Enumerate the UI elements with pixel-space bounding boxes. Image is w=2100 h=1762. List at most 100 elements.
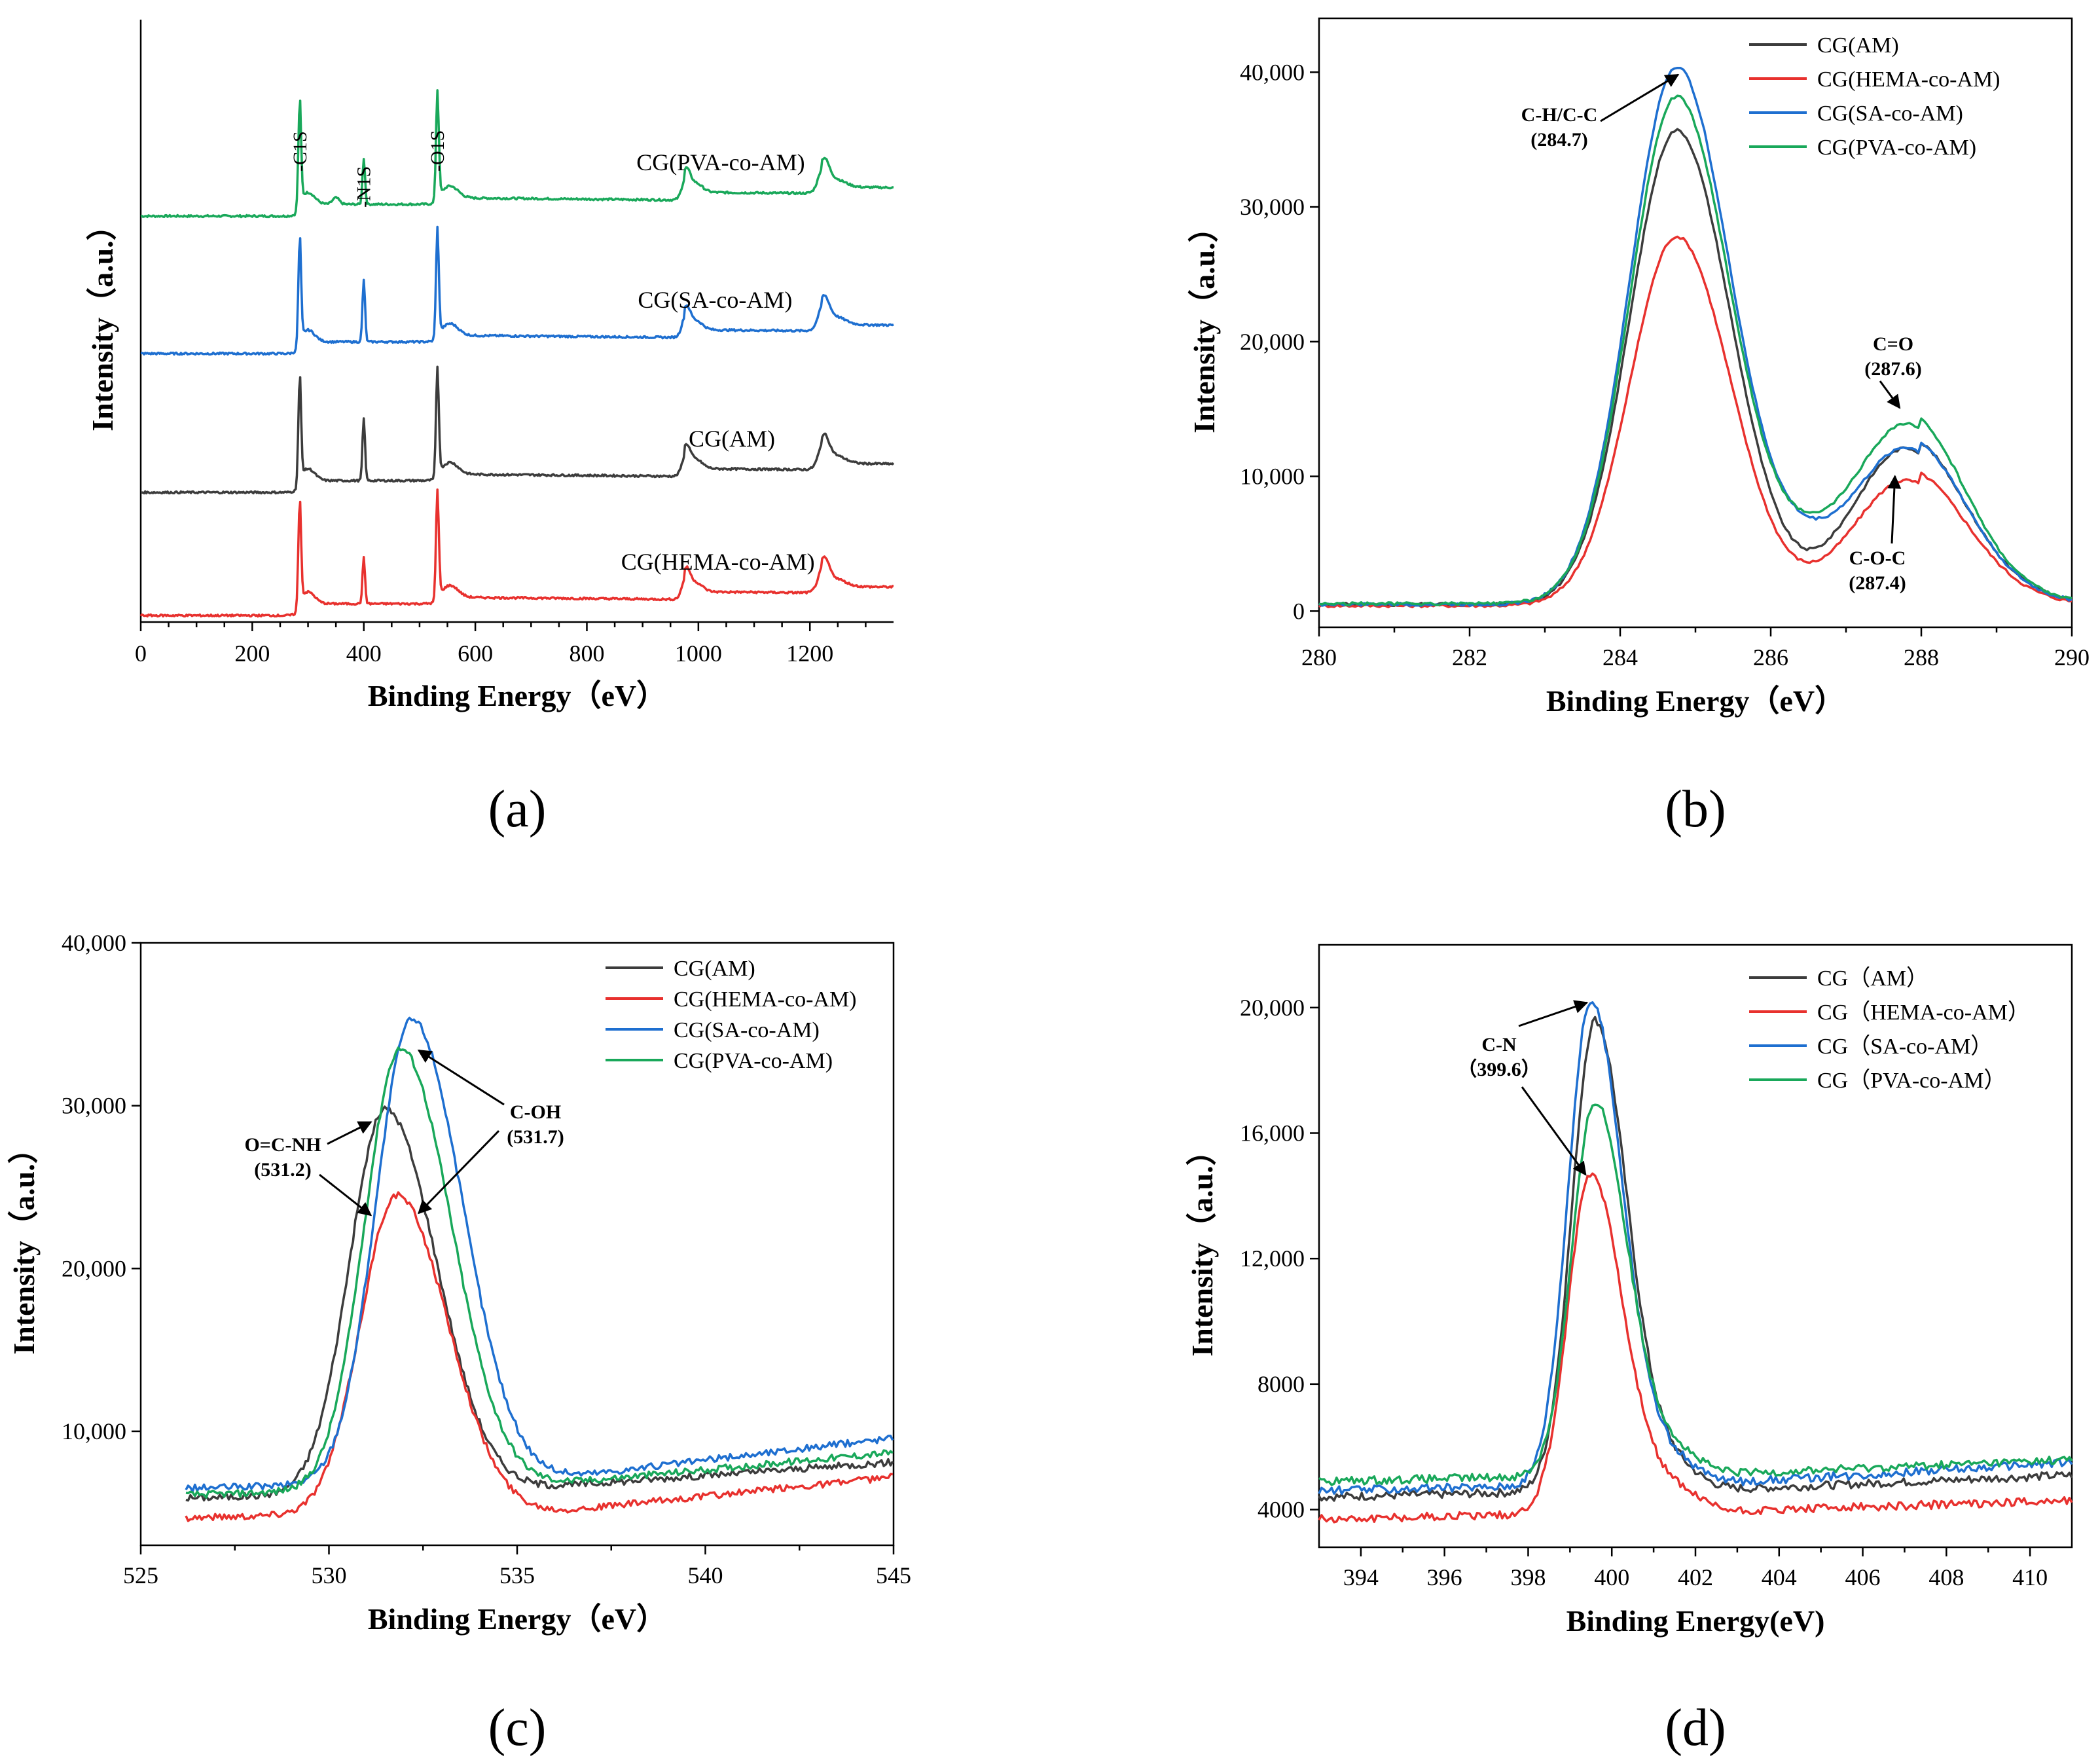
annotation-text: （399.6）	[1457, 1058, 1541, 1080]
y-tick-label: 30,000	[62, 1093, 126, 1119]
series-line	[185, 1016, 894, 1493]
y-axis-title: Intensity（a.u.）	[7, 1133, 41, 1354]
legend-entry: CG(SA-co-AM)	[1817, 101, 1963, 126]
annotation-text: (284.7)	[1530, 129, 1587, 151]
annotation-text: (531.2)	[254, 1159, 311, 1181]
y-tick-label: 8000	[1258, 1371, 1305, 1397]
annotation-text: (531.7)	[507, 1126, 564, 1148]
x-tick-label: 600	[458, 640, 493, 667]
legend-entry: CG（HEMA-co-AM）	[1817, 1000, 2030, 1025]
series-line	[1318, 94, 2073, 606]
panel-b: 280 282 284 286 288 290 0 10,000 20,000 30,000 40,…	[1187, 17, 2090, 838]
panel-c: 525 530 535 540 545 10,000 20,000 30,000 40,000 B…	[7, 930, 911, 1757]
x-tick-label: 284	[1602, 644, 1638, 670]
legend-entry: CG(AM)	[674, 957, 755, 981]
series-line	[1318, 128, 2073, 607]
series-line	[140, 365, 895, 495]
x-tick-label: 290	[2054, 644, 2090, 670]
panel-label: (b)	[1665, 780, 1726, 838]
x-tick-label: 404	[1762, 1564, 1797, 1590]
annotation-text: O=C-NH	[244, 1134, 321, 1156]
series-line	[185, 1105, 894, 1502]
annotation-text: C-O-C	[1849, 547, 1906, 569]
x-tick-label: 800	[569, 640, 604, 667]
x-tick-label: 530	[312, 1562, 347, 1588]
y-tick-label: 20,000	[62, 1255, 126, 1281]
legend-entry: CG（AM）	[1817, 966, 1928, 991]
annotation-text: C-OH	[510, 1101, 561, 1123]
peak-label: -N1S	[353, 166, 375, 208]
x-tick-label: 394	[1343, 1564, 1379, 1590]
x-axis-title: Binding Energy（eV）	[368, 1602, 666, 1636]
peak-label: -O1S	[427, 130, 448, 172]
x-tick-label: 0	[135, 640, 147, 667]
peak-label: -C1S	[289, 131, 311, 172]
y-axis-title: Intensity（a.u.）	[1186, 1135, 1219, 1356]
y-tick-label: 4000	[1258, 1497, 1305, 1523]
series-line	[1318, 1172, 2073, 1524]
x-tick-label: 406	[1845, 1564, 1881, 1590]
y-tick-label: 10,000	[62, 1418, 126, 1444]
x-tick-label: 288	[1904, 644, 1939, 670]
series-label: CG(HEMA-co-AM)	[621, 549, 815, 575]
annotation-arrow	[319, 1173, 372, 1217]
x-tick-label: 400	[346, 640, 382, 667]
series-line	[185, 1191, 893, 1522]
annotation-text: C-H/C-C	[1521, 104, 1598, 126]
y-axis-title: Intensity（a.u.）	[1187, 212, 1221, 433]
legend-entry: CG（SA-co-AM）	[1817, 1034, 1993, 1059]
series-line	[139, 488, 894, 618]
series-line	[140, 225, 894, 356]
panel-d: 394 396 398 400 402 404 406 408 410 4000 8000 12,00…	[1186, 944, 2073, 1757]
x-tick-label: 400	[1594, 1564, 1629, 1590]
x-tick-label: 408	[1928, 1564, 1964, 1590]
legend-entry: CG(AM)	[1817, 33, 1899, 58]
annotation-arrow	[327, 1121, 372, 1145]
x-tick-label: 282	[1452, 644, 1487, 670]
x-tick-label: 545	[876, 1562, 911, 1588]
annotation-text: C-N	[1481, 1034, 1517, 1055]
annotation-arrow	[1600, 73, 1680, 122]
y-tick-label: 40,000	[62, 930, 126, 956]
panel-label: (d)	[1665, 1699, 1726, 1757]
x-tick-label: 410	[2012, 1564, 2048, 1590]
x-tick-label: 1000	[675, 640, 722, 667]
legend-entry: CG(HEMA-co-AM)	[1817, 67, 2000, 92]
x-tick-label: 1200	[786, 640, 833, 667]
x-axis-title: Binding Energy(eV)	[1566, 1604, 1825, 1638]
annotation-arrow	[418, 1129, 500, 1215]
annotation-text: (287.6)	[1864, 358, 1921, 380]
x-tick-label: 398	[1510, 1564, 1546, 1590]
x-tick-label: 540	[688, 1562, 723, 1588]
series-label: CG(AM)	[689, 426, 775, 452]
y-tick-label: 12,000	[1240, 1245, 1305, 1272]
y-tick-label: 16,000	[1240, 1120, 1305, 1147]
annotation-arrow	[1521, 1086, 1587, 1176]
x-axis-title: Binding Energy（eV）	[1546, 684, 1845, 718]
panel-a: 0 200 400 600 800 1000 1200 Binding Energy（eV） I…	[86, 20, 895, 838]
y-tick-label: 10,000	[1240, 464, 1305, 490]
annotation-arrow	[1518, 1000, 1589, 1027]
annotation-arrow	[1879, 380, 1901, 409]
legend-entry: CG（PVA-co-AM）	[1817, 1068, 2006, 1093]
series-label: CG(PVA-co-AM)	[636, 149, 805, 175]
x-tick-label: 535	[499, 1562, 535, 1588]
x-tick-label: 280	[1301, 644, 1337, 670]
y-tick-label: 40,000	[1240, 59, 1305, 85]
annotation-text: C=O	[1873, 333, 1913, 355]
x-tick-label: 200	[234, 640, 270, 667]
series-line	[140, 89, 894, 219]
series-line	[1318, 235, 2073, 609]
series-label: CG(SA-co-AM)	[638, 287, 792, 313]
legend-entry: CG(PVA-co-AM)	[674, 1049, 833, 1073]
y-tick-label: 30,000	[1240, 194, 1305, 220]
y-tick-label: 20,000	[1240, 329, 1305, 355]
legend-entry: CG(PVA-co-AM)	[1817, 136, 1976, 160]
panel-label: (a)	[488, 780, 547, 838]
legend-entry: CG(SA-co-AM)	[674, 1018, 820, 1042]
y-tick-label: 0	[1293, 598, 1305, 624]
x-tick-label: 286	[1753, 644, 1788, 670]
x-tick-label: 402	[1678, 1564, 1713, 1590]
y-tick-label: 20,000	[1240, 995, 1305, 1021]
